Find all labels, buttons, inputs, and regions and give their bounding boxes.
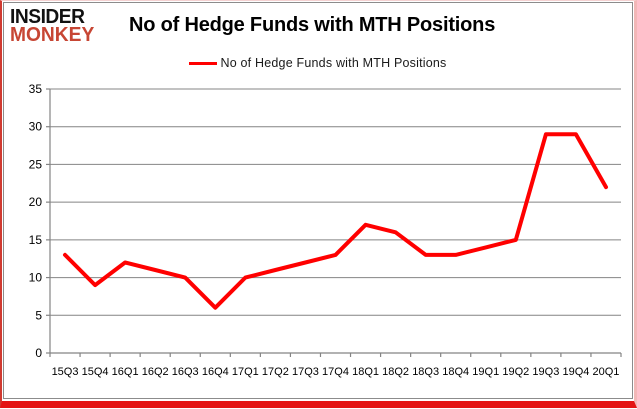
- x-tick-label: 18Q1: [352, 366, 379, 378]
- insider-monkey-logo: INSIDER MONKEY: [10, 6, 98, 47]
- y-tick-label: 0: [35, 346, 42, 360]
- y-tick-label: 20: [29, 195, 43, 209]
- legend-series-label: No of Hedge Funds with MTH Positions: [220, 56, 447, 70]
- chart-legend: No of Hedge Funds with MTH Positions: [2, 56, 634, 70]
- x-tick-label: 17Q2: [262, 366, 289, 378]
- y-tick-label: 25: [29, 157, 43, 171]
- y-tick-label: 15: [29, 233, 43, 247]
- x-tick-label: 20Q1: [593, 366, 620, 378]
- x-tick-label: 18Q2: [382, 366, 409, 378]
- legend-line-swatch: [189, 61, 218, 65]
- x-tick-label: 17Q1: [232, 366, 259, 378]
- logo-insider-text: INSIDER: [10, 6, 85, 28]
- x-tick-label: 19Q2: [502, 366, 529, 378]
- x-tick-label: 19Q4: [562, 366, 589, 378]
- logo-monkey-text: MONKEY: [10, 24, 95, 47]
- x-tick-label: 15Q3: [52, 366, 79, 378]
- y-tick-label: 10: [29, 271, 43, 285]
- y-tick-label: 5: [35, 308, 42, 322]
- x-tick-label: 17Q3: [292, 366, 319, 378]
- x-tick-label: 19Q1: [472, 366, 499, 378]
- x-tick-label: 15Q4: [82, 366, 109, 378]
- x-tick-label: 16Q2: [142, 366, 169, 378]
- x-tick-label: 17Q4: [322, 366, 349, 378]
- x-tick-label: 16Q1: [112, 366, 139, 378]
- x-tick-label: 16Q3: [172, 366, 199, 378]
- y-tick-label: 35: [29, 82, 43, 96]
- y-tick-label: 30: [29, 120, 43, 134]
- series-line: [63, 132, 608, 310]
- chart-title: No of Hedge Funds with MTH Positions: [129, 14, 496, 36]
- x-tick-label: 18Q4: [442, 366, 469, 378]
- x-tick-label: 18Q3: [412, 366, 439, 378]
- x-tick-label: 16Q4: [202, 366, 229, 378]
- x-tick-label: 19Q3: [532, 366, 559, 378]
